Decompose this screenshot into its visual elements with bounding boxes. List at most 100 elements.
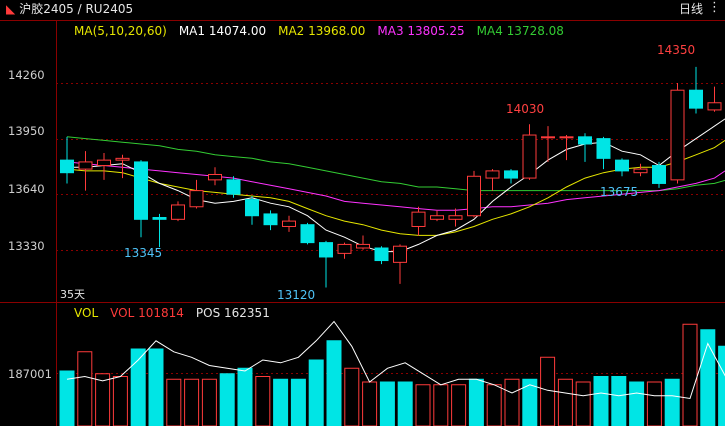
triangle-down-icon[interactable]: ◣ bbox=[6, 2, 16, 16]
candlestick-series[interactable] bbox=[60, 66, 725, 288]
volume-bar-up bbox=[112, 376, 128, 426]
vol-value: VOL 101814 bbox=[110, 306, 184, 320]
candle-up bbox=[356, 243, 370, 249]
ma-params-label: MA(5,10,20,60) bbox=[74, 24, 167, 38]
pos-value: POS 162351 bbox=[195, 306, 270, 320]
low-annotation: 13345 bbox=[124, 246, 163, 260]
volume-bar-down bbox=[59, 370, 75, 426]
volume-bar-up bbox=[415, 384, 431, 426]
period-selector-button[interactable]: 日线 bbox=[678, 2, 703, 16]
volume-bar-up bbox=[362, 381, 378, 426]
candle-up bbox=[430, 215, 444, 220]
volume-bar-down bbox=[219, 373, 235, 426]
volume-bar-up bbox=[184, 378, 200, 426]
volume-bar-up bbox=[504, 378, 520, 426]
volume-bar-up bbox=[433, 384, 449, 426]
candle-up bbox=[411, 211, 426, 227]
volume-bar-up bbox=[95, 373, 111, 426]
candle-down bbox=[689, 89, 703, 109]
candle-down bbox=[134, 161, 148, 220]
candle-up bbox=[171, 204, 185, 220]
volume-bar-down bbox=[326, 340, 342, 426]
candle-up bbox=[541, 136, 555, 139]
volume-bar-down bbox=[611, 376, 627, 426]
candle-up bbox=[189, 190, 204, 208]
candle-up bbox=[707, 102, 722, 111]
volume-bar-up bbox=[166, 378, 182, 426]
volume-bar-down bbox=[148, 348, 164, 426]
ma-legend: MA(5,10,20,60) MA1 14074.00 MA2 13968.00 MA… bbox=[74, 24, 576, 38]
candle-down bbox=[245, 199, 259, 217]
volume-tick-label: 187001 bbox=[8, 367, 52, 381]
candle-up bbox=[282, 220, 296, 227]
candle-down bbox=[652, 165, 666, 184]
contract-title[interactable]: ◣ 沪胶2405 / RU2405 bbox=[6, 2, 133, 16]
candle-up bbox=[633, 168, 648, 174]
high-annotation: 14350 bbox=[657, 43, 696, 57]
volume-bar-down bbox=[273, 378, 289, 426]
candle-up bbox=[522, 134, 537, 179]
volume-bar-down bbox=[379, 381, 395, 426]
candle-down bbox=[319, 242, 333, 258]
ma3-line bbox=[66, 161, 725, 211]
candle-down bbox=[615, 159, 629, 172]
candle-down bbox=[300, 224, 315, 244]
volume-bar-down bbox=[593, 376, 609, 426]
volume-bar-up bbox=[682, 323, 698, 426]
volume-bar-up bbox=[646, 381, 662, 426]
open-interest-line bbox=[66, 320, 725, 400]
ma2-label: MA2 13968.00 bbox=[278, 24, 366, 38]
volume-bar-up bbox=[344, 367, 360, 426]
grid-menu-icon[interactable]: ⋮ bbox=[708, 0, 721, 15]
volume-bar-down bbox=[664, 378, 680, 426]
volume-bar-up bbox=[201, 378, 217, 426]
candle-up bbox=[467, 175, 481, 217]
ma3-label: MA3 13805.25 bbox=[377, 24, 465, 38]
volume-bar-down bbox=[468, 378, 484, 426]
volume-bar-up bbox=[451, 384, 467, 426]
candle-up bbox=[337, 243, 352, 254]
low-annotation: 13675 bbox=[600, 185, 639, 199]
candle-down bbox=[504, 170, 518, 179]
volume-bar-up bbox=[540, 356, 556, 426]
volume-bar-up bbox=[77, 351, 93, 426]
pos-line bbox=[66, 320, 725, 400]
candle-down bbox=[263, 213, 278, 226]
y-tick-label: 13950 bbox=[8, 124, 45, 138]
candle-up bbox=[97, 159, 111, 167]
candle-down bbox=[596, 138, 611, 159]
volume-bar-down bbox=[237, 367, 253, 426]
ma4-label: MA4 13728.08 bbox=[476, 24, 564, 38]
ma1-label: MA1 14074.00 bbox=[178, 24, 267, 38]
candle-up bbox=[670, 89, 685, 181]
volume-bar-down bbox=[718, 345, 725, 426]
volume-bar-up bbox=[486, 384, 502, 426]
candle-up bbox=[485, 170, 500, 179]
volume-bar-down bbox=[308, 359, 324, 426]
candle-down bbox=[152, 217, 167, 220]
volume-bar-down bbox=[397, 381, 413, 426]
candle-up bbox=[448, 215, 463, 220]
chart-grid bbox=[0, 20, 725, 426]
candle-up bbox=[78, 161, 93, 170]
high-annotation: 14030 bbox=[506, 102, 545, 116]
candle-up bbox=[208, 173, 222, 181]
candle-down bbox=[374, 247, 389, 262]
y-tick-label: 14260 bbox=[8, 68, 45, 82]
ma4-line bbox=[66, 136, 725, 192]
y-tick-label: 13330 bbox=[8, 239, 45, 253]
volume-bar-up bbox=[255, 376, 271, 426]
candle-down bbox=[226, 179, 241, 195]
volume-bar-down bbox=[522, 378, 538, 426]
days-label: 35天 bbox=[60, 288, 85, 301]
volume-bar-down bbox=[130, 348, 146, 426]
candle-down bbox=[578, 136, 592, 145]
candle-down bbox=[60, 159, 74, 174]
volume-bar-up bbox=[557, 378, 573, 426]
y-tick-label: 13640 bbox=[8, 182, 45, 196]
low-annotation: 13120 bbox=[277, 288, 316, 302]
candle-up bbox=[559, 136, 574, 139]
contract-title-text: 沪胶2405 / RU2405 bbox=[19, 2, 134, 16]
